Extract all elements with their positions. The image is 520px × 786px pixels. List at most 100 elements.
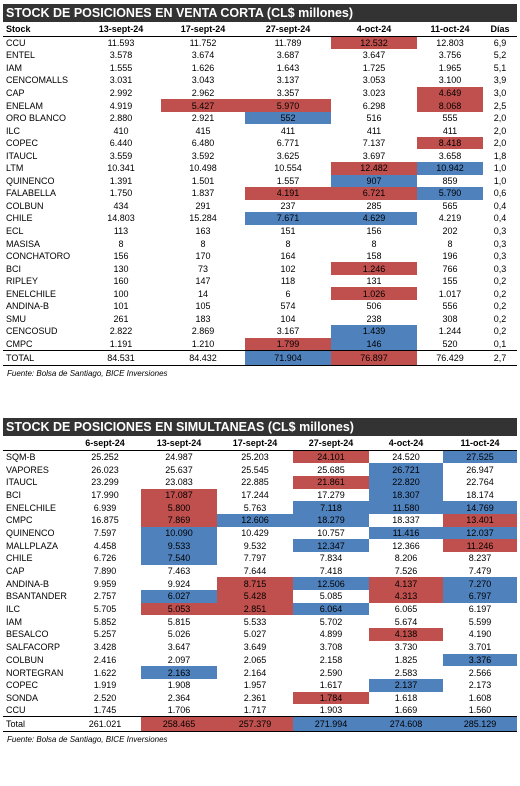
value-cell: 10.090 xyxy=(141,526,217,540)
value-cell: 3.658 xyxy=(438,150,462,161)
value-cell: 18.337 xyxy=(392,515,420,526)
value-cell: 5.533 xyxy=(243,616,267,627)
value-cell: 520 xyxy=(442,338,458,349)
value-cell: 2.869 xyxy=(191,326,215,337)
table-row: MALLPLAZA 4.458 9.533 9.532 12.347 12.366 11.2… xyxy=(3,539,517,552)
column-header: 13-sept-24 xyxy=(81,22,161,37)
value-cell: 261.021 xyxy=(69,716,141,733)
value-cell: 6.721 xyxy=(331,187,417,200)
venta-corta-table: Stock 13-sept-24 17-sept-24 27-sept-24 4-oct… xyxy=(3,22,517,366)
stock-name: CHILE xyxy=(6,213,33,224)
value-cell: 5.852 xyxy=(93,616,117,627)
value-cell: 2.163 xyxy=(141,666,217,679)
table-row: BSANTANDER 2.757 6.027 5.428 5.085 4.313 6.797 xyxy=(3,590,517,603)
value-cell: 9.532 xyxy=(243,540,267,551)
stock-name: ORO BLANCO xyxy=(6,113,67,124)
stock-name: COLBUN xyxy=(6,200,44,211)
value-cell: 18.279 xyxy=(293,513,369,527)
value-cell: 7.526 xyxy=(394,566,418,577)
value-cell: 285.129 xyxy=(443,716,517,733)
value-cell: 9.959 xyxy=(93,578,117,589)
table-row: COLBUN 434 291 237 285 565 0,4 xyxy=(3,200,517,213)
value-cell: 18.307 xyxy=(369,488,443,502)
table-row: ENELAM 4.919 5.427 5.970 6.298 8.068 2,5 xyxy=(3,99,517,112)
value-cell: 552 xyxy=(245,111,331,125)
value-cell: 10.429 xyxy=(241,527,269,538)
value-cell: 24.987 xyxy=(165,452,193,463)
value-cell: 1.799 xyxy=(245,337,331,351)
value-cell: 6.065 xyxy=(394,604,418,615)
stock-name: ITAUCL xyxy=(6,477,38,488)
value-cell: 105 xyxy=(195,301,211,312)
value-cell: 0,2 xyxy=(493,288,507,299)
value-cell: 6.771 xyxy=(276,138,300,149)
value-cell: 1.717 xyxy=(243,705,267,716)
value-cell: 4.137 xyxy=(369,577,443,591)
value-cell: 5.702 xyxy=(319,616,343,627)
value-cell: 3,9 xyxy=(493,75,507,86)
stock-name: CENCOMALLS xyxy=(6,75,69,86)
simultaneas-section: STOCK DE POSICIONES EN SIMULTANEAS (CL$ … xyxy=(3,418,517,747)
value-cell: 6,9 xyxy=(493,38,507,49)
value-cell: 1.919 xyxy=(93,680,117,691)
value-cell: 12.606 xyxy=(217,513,293,527)
value-cell: 17.990 xyxy=(91,489,119,500)
venta-corta-source: Fuente: Bolsa de Santiago, BICE Inversio… xyxy=(7,368,168,378)
value-cell: 11.580 xyxy=(369,501,443,514)
value-cell: 118 xyxy=(280,276,296,287)
value-cell: 7.644 xyxy=(243,566,267,577)
value-cell: 8.715 xyxy=(217,577,293,591)
value-cell: 2,0 xyxy=(493,125,507,136)
value-cell: 5.085 xyxy=(319,591,343,602)
value-cell: 1.837 xyxy=(191,188,215,199)
table-row: QUINENCO 1.391 1.501 1.557 907 859 1,0 xyxy=(3,174,517,188)
value-cell: 1.903 xyxy=(319,705,343,716)
value-cell: 3.647 xyxy=(362,50,386,61)
value-cell: 7.270 xyxy=(443,577,517,591)
value-cell: 1.618 xyxy=(394,692,418,703)
value-cell: 0,6 xyxy=(493,188,507,199)
value-cell: 11.593 xyxy=(107,38,135,49)
table-row: FALABELLA 1.750 1.837 4.191 6.721 5.790 0,6 xyxy=(3,187,517,200)
table-row: COLBUN 2.416 2.097 2.065 2.158 1.825 3.376 xyxy=(3,653,517,667)
value-cell: 130 xyxy=(113,263,129,274)
value-cell: 4.919 xyxy=(109,100,133,111)
column-header: 4-oct-24 xyxy=(331,22,417,37)
value-cell: 1.908 xyxy=(167,680,191,691)
value-cell: 15.284 xyxy=(189,213,217,224)
value-cell: 5.428 xyxy=(217,590,293,603)
value-cell: 2.583 xyxy=(394,667,418,678)
column-header: 17-sept-24 xyxy=(161,22,245,37)
value-cell: 2.158 xyxy=(319,654,343,665)
table-row: ORO BLANCO 2.880 2.921 552 516 555 2,0 xyxy=(3,111,517,125)
value-cell: 555 xyxy=(442,113,458,124)
stock-name: ENELCHILE xyxy=(6,502,57,513)
value-cell: 411 xyxy=(280,125,296,136)
table-row: CONCHATORO 156 170 164 158 196 0,3 xyxy=(3,250,517,263)
value-cell: 3.730 xyxy=(394,642,418,653)
value-cell: 2.137 xyxy=(369,678,443,692)
value-cell: 156 xyxy=(366,225,382,236)
value-cell: 1,0 xyxy=(493,175,507,186)
table-row: CCU 11.593 11.752 11.789 12.532 12.803 6,9 xyxy=(3,36,517,50)
value-cell: 196 xyxy=(442,251,458,262)
value-cell: 7.118 xyxy=(293,501,369,514)
table-row: ENELCHILE 6.939 5.800 5.763 7.118 11.580 14.76… xyxy=(3,501,517,514)
value-cell: 22.820 xyxy=(369,475,443,489)
value-cell: 0,4 xyxy=(493,213,507,224)
value-cell: 3.697 xyxy=(362,150,386,161)
value-cell: 1.825 xyxy=(394,654,418,665)
value-cell: 13.401 xyxy=(443,513,517,527)
value-cell: 3.428 xyxy=(93,642,117,653)
value-cell: 1.617 xyxy=(319,680,343,691)
value-cell: 271.994 xyxy=(293,716,369,733)
column-header xyxy=(3,436,69,451)
column-header: 4-oct-24 xyxy=(369,436,443,451)
value-cell: 7.479 xyxy=(468,566,492,577)
value-cell: 907 xyxy=(331,174,417,188)
value-cell: 1.210 xyxy=(191,338,215,349)
value-cell: 3.708 xyxy=(319,642,343,653)
value-cell: 1.017 xyxy=(438,288,462,299)
value-cell: 8 xyxy=(371,238,377,249)
table-row: CMPC 16.875 7.869 12.606 18.279 18.337 13.401 xyxy=(3,513,517,527)
